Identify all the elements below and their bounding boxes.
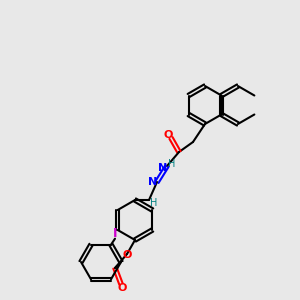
Text: I: I [113,227,117,240]
Text: O: O [117,283,127,293]
Text: N: N [148,177,158,187]
Text: O: O [122,250,132,260]
Text: H: H [168,159,176,169]
Text: N: N [158,163,168,173]
Text: H: H [150,198,158,208]
Text: O: O [163,130,173,140]
